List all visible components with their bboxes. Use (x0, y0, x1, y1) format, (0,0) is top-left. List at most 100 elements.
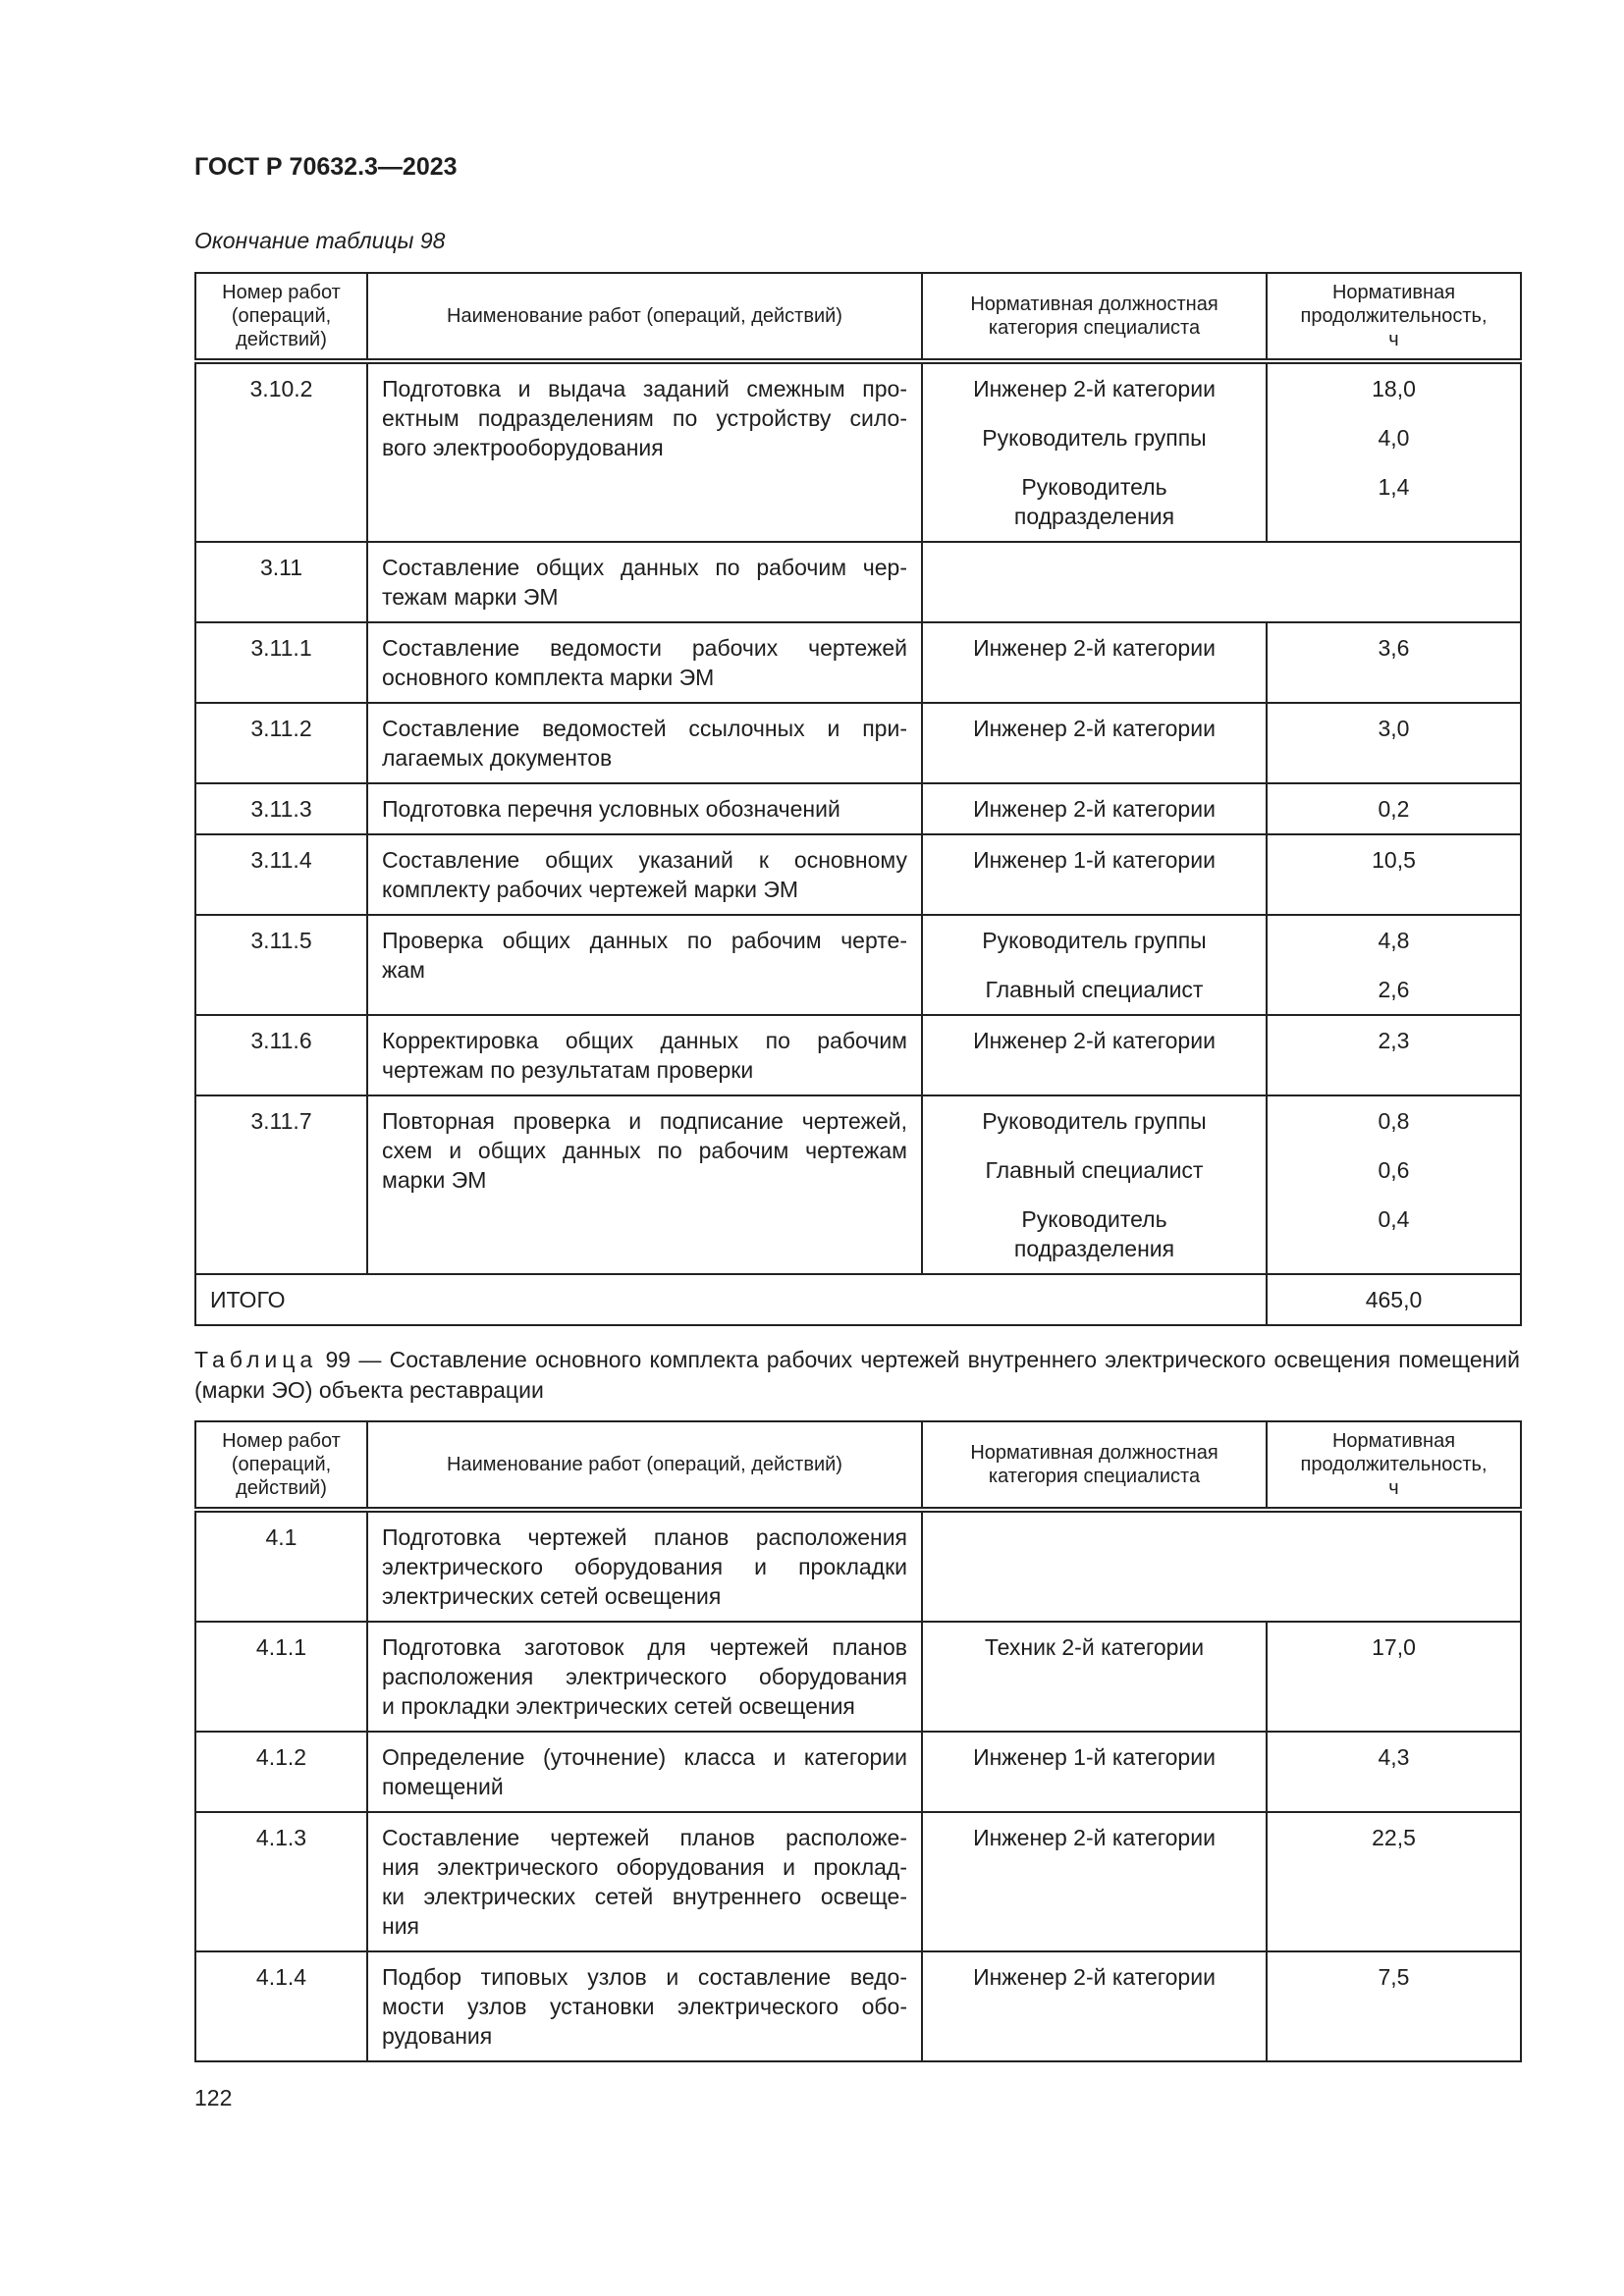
specialist-role: Руководитель группы (982, 425, 1207, 451)
table-row: 3.11.7 Повторная проверка и подписание че… (194, 1095, 1522, 1275)
work-number: 4.1.3 (194, 1811, 368, 1952)
specialist-category: Инженер 2-й категории (921, 782, 1268, 835)
table-row: 3.11.1 Составление ведомости рабочих черт… (194, 621, 1522, 704)
table-row: 4.1.1 Подготовка заготовок для чертежей п… (194, 1621, 1522, 1733)
work-name-line: Подготовка чертежей планов расположения (382, 1524, 907, 1550)
specialist-category: Инженер 2-й категории (921, 1950, 1268, 2062)
work-name: Корректировка общих данных по рабочим чер… (366, 1014, 923, 1096)
specialist-role: Инженер 2-й категории (973, 1028, 1216, 1053)
specialist-category: Техник 2-й категории (921, 1621, 1268, 1733)
hours-value: 3,0 (1378, 716, 1410, 741)
work-name-line: вого электрооборудования (382, 435, 664, 460)
table-row: 3.11.6 Корректировка общих данных по рабо… (194, 1014, 1522, 1096)
work-name-line: жам (382, 957, 425, 983)
work-name-line: Подготовка перечня условных обозначений (382, 796, 840, 822)
work-name-line: чертежам по результатам проверки (382, 1057, 754, 1083)
duration-hours: 10,5 (1266, 833, 1522, 916)
work-name: Подготовка перечня условных обозначений (366, 782, 923, 835)
specialist-category: Инженер 2-й категории (921, 621, 1268, 704)
work-number: 4.1 (194, 1509, 368, 1623)
specialist-role: Инженер 2-й категории (973, 796, 1216, 822)
specialist-role: Инженер 2-й категории (973, 716, 1216, 741)
work-number: 4.1.1 (194, 1621, 368, 1733)
specialist-category: Инженер 1-й категории (921, 833, 1268, 916)
hours-value: 2,6 (1378, 977, 1410, 1002)
specialist-role: Руководитель группы (982, 928, 1207, 953)
work-name: Проверка общих данных по рабочим черте-ж… (366, 914, 923, 1016)
work-number: 3.11.4 (194, 833, 368, 916)
specialist-category: Руководитель группы Главный специалист Рук… (921, 1095, 1268, 1275)
hours-value: 0,4 (1378, 1206, 1410, 1232)
specialist-category: Инженер 2-й категории (921, 702, 1268, 784)
hours-value: 10,5 (1372, 847, 1416, 873)
table-row: 4.1.2 Определение (уточнение) класса и ка… (194, 1731, 1522, 1813)
work-name-line: рудования (382, 2023, 493, 2049)
table-row: 4.1.3 Составление чертежей планов располо… (194, 1811, 1522, 1952)
hours-value: 4,8 (1378, 928, 1410, 953)
table-99-caption: Таблица 99 — Составление основного компл… (194, 1345, 1520, 1406)
work-name-line: помещений (382, 1774, 504, 1799)
work-number: 3.11.1 (194, 621, 368, 704)
hours-value: 22,5 (1372, 1825, 1416, 1850)
work-name-line: основного комплекта марки ЭМ (382, 665, 715, 690)
work-name: Составление чертежей планов расположе-ни… (366, 1811, 923, 1952)
work-name-line: и прокладки электрических сетей освещени… (382, 1693, 855, 1719)
table-row: 4.1 Подготовка чертежей планов расположен… (194, 1509, 1522, 1623)
table-continuation-label: Окончание таблицы 98 (194, 228, 446, 253)
work-name: Составление общих указаний к основному ко… (366, 833, 923, 916)
hours-value: 4,3 (1378, 1744, 1410, 1770)
work-name-line: марки ЭМ (382, 1167, 487, 1193)
column-header: Нормативная должностная категория специа… (921, 272, 1268, 362)
specialist-role: Главный специалист (985, 977, 1204, 1002)
duration-hours: 7,5 (1266, 1950, 1522, 2062)
work-name: Подготовка заготовок для чертежей планов… (366, 1621, 923, 1733)
column-header: Номер работ (операций, действий) (194, 1420, 368, 1511)
specialist-role: Инженер 2-й категории (973, 376, 1216, 401)
specialist-category: Инженер 2-й категории (921, 1014, 1268, 1096)
work-name-line: электрических сетей освещения (382, 1583, 722, 1609)
work-name: Повторная проверка и подписание чертежей… (366, 1095, 923, 1275)
column-header: Наименование работ (операций, действий) (366, 1420, 923, 1511)
work-number: 3.11.3 (194, 782, 368, 835)
specialist-role: Руководитель подразделения (1013, 1206, 1175, 1261)
work-name-line: ния электрического оборудования и прокла… (382, 1854, 907, 1880)
work-name: Подготовка чертежей планов расположения э… (366, 1509, 923, 1623)
work-name: Подготовка и выдача заданий смежным про-… (366, 360, 923, 543)
table-row: 3.11 Составление общих данных по рабочим … (194, 541, 1522, 623)
table-row: 3.10.2 Подготовка и выдача заданий смежны… (194, 360, 1522, 543)
work-name-line: Проверка общих данных по рабочим черте- (382, 928, 907, 953)
work-name-line: ектным подразделениям по устройству сило… (382, 405, 907, 431)
hours-value: 7,5 (1378, 1964, 1410, 1990)
caption-text: 99 — Составление основного комплекта раб… (194, 1347, 1521, 1403)
work-name-line: Подготовка и выдача заданий смежным про- (382, 376, 907, 401)
hours-value: 0,2 (1378, 796, 1410, 822)
table-row: 4.1.4 Подбор типовых узлов и составление … (194, 1950, 1522, 2062)
specialist-category: Инженер 2-й категории (921, 1811, 1268, 1952)
hours-value: 3,6 (1378, 635, 1410, 661)
specialist-role: Инженер 1-й категории (973, 1744, 1216, 1770)
specialist-role: Главный специалист (985, 1157, 1204, 1183)
work-number: 3.11.6 (194, 1014, 368, 1096)
total-row: ИТОГО 465,0 (194, 1273, 1522, 1326)
work-name-line: расположения электрического оборудования (382, 1664, 907, 1689)
work-name-line: ния (382, 1913, 420, 1939)
header-row: Номер работ (операций, действий) Наименов… (194, 272, 1522, 362)
hours-value: 2,3 (1378, 1028, 1410, 1053)
duration-hours: 2,3 (1266, 1014, 1522, 1096)
specialist-role: Инженер 1-й категории (973, 847, 1216, 873)
work-number: 4.1.4 (194, 1950, 368, 2062)
work-number: 3.11.7 (194, 1095, 368, 1275)
specialist-role: Инженер 2-й категории (973, 1964, 1216, 1990)
work-name-line: Составление ведомостей ссылочных и при- (382, 716, 907, 741)
work-name-line: Составление общих данных по рабочим чер- (382, 555, 907, 580)
empty-cell (921, 1509, 1522, 1623)
table-98: Номер работ (операций, действий) Наименов… (194, 272, 1522, 1326)
specialist-category: Руководитель группы Главный специалист (921, 914, 1268, 1016)
work-name: Составление ведомости рабочих чертежей ос… (366, 621, 923, 704)
work-number: 3.11.5 (194, 914, 368, 1016)
work-name-line: комплекту рабочих чертежей марки ЭМ (382, 877, 799, 902)
specialist-role: Руководитель подразделения (1013, 474, 1175, 529)
work-name-line: Корректировка общих данных по рабочим (382, 1028, 907, 1053)
hours-value: 18,0 (1372, 376, 1416, 401)
total-label: ИТОГО (194, 1273, 1268, 1326)
